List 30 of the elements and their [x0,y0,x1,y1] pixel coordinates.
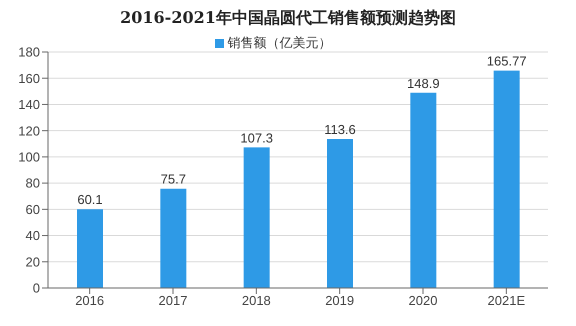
data-label: 165.77 [486,54,527,69]
y-tick-label: 180 [18,44,40,60]
y-tick-label: 160 [18,70,40,86]
data-label: 75.7 [160,172,186,187]
chart-title: 2016-2021年中国晶圆代工销售额预测趋势图 [119,8,457,29]
y-tick-label: 100 [18,150,40,165]
x-tick-label: 2021E [488,293,526,308]
bar [327,139,353,288]
data-label: 60.1 [77,192,103,208]
y-tick-label: 120 [18,123,40,138]
x-tick-label: 2018 [242,293,271,308]
bar [77,209,103,288]
y-tick-label: 40 [26,228,40,244]
x-tick-label: 2019 [325,293,354,308]
y-tick-label: 60 [26,202,40,217]
data-label: 107.3 [240,130,273,146]
x-tick-label: 2020 [408,293,438,308]
data-label: 113.6 [324,122,356,138]
bar [410,92,436,288]
y-tick-label: 140 [18,97,40,112]
x-tick-label: 2017 [158,293,188,308]
y-tick-label: 80 [26,176,40,191]
x-tick-label: 2016 [75,293,104,308]
bar [244,147,270,288]
data-label: 148.9 [407,76,440,91]
legend-label: 销售额（亿美元） [228,35,332,50]
y-tick-label: 0 [32,280,40,296]
y-tick-label: 20 [26,254,40,270]
bar [160,188,186,288]
bar [494,70,520,288]
